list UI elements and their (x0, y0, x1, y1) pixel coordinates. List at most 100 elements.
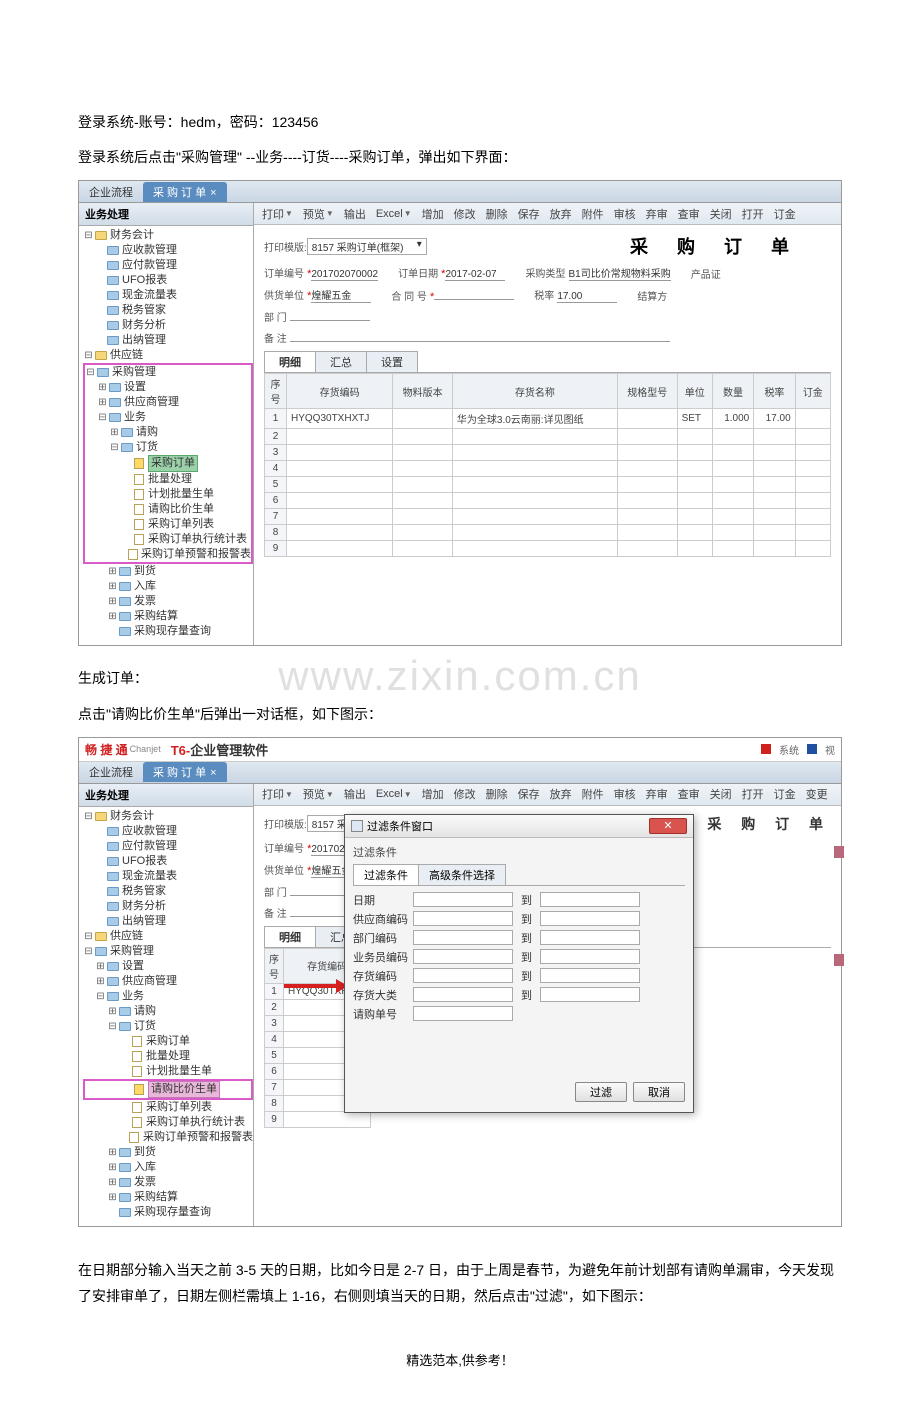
tree-item-供应商管理[interactable]: ⊞供应商管理 (85, 395, 251, 410)
tree-item-财务分析[interactable]: 财务分析 (83, 899, 253, 914)
toolbar-订金[interactable]: 订金 (770, 206, 800, 222)
toolbar-弃审[interactable]: 弃审 (642, 786, 672, 802)
toolbar-审核[interactable]: 审核 (610, 206, 640, 222)
toolbar-附件[interactable]: 附件 (578, 786, 608, 802)
toolbar-关闭[interactable]: 关闭 (706, 206, 736, 222)
toolbar-弃审[interactable]: 弃审 (642, 206, 672, 222)
tree-item-请购[interactable]: ⊞请购 (83, 1004, 253, 1019)
tree-item-采购订单列表[interactable]: 采购订单列表 (83, 1100, 253, 1115)
tree-item-现金流量表[interactable]: 现金流量表 (83, 869, 253, 884)
tree-item-采购订单[interactable]: 采购订单 (83, 1034, 253, 1049)
filter-input-供应商编码-from[interactable] (413, 911, 513, 926)
order-date-value[interactable]: 2017-02-07 (445, 269, 505, 281)
toolbar-删除[interactable]: 删除 (482, 786, 512, 802)
close-icon[interactable]: × (210, 767, 216, 779)
tree-item-请购比价生单[interactable]: 请购比价生单 (85, 502, 251, 517)
tree-item-业务[interactable]: ⊟业务 (83, 989, 253, 1004)
tree-item-订货[interactable]: ⊟订货 (85, 440, 251, 455)
nav-tree-2[interactable]: ⊟财务会计应收款管理应付款管理UFO报表现金流量表税务管家财务分析出纳管理⊟供应… (79, 807, 253, 1226)
print-template-select[interactable]: 8157 采购订单(框架)▾ (307, 238, 427, 255)
toolbar-Excel[interactable]: Excel▼ (372, 788, 416, 800)
contract-value[interactable] (434, 299, 514, 300)
toolbar-输出[interactable]: 输出 (340, 206, 370, 222)
filter-input-业务员编码-to[interactable] (540, 949, 640, 964)
supplier-value[interactable]: 煌耀五金 (311, 287, 371, 303)
toolbar-变更[interactable]: 变更 (802, 786, 832, 802)
tree-item-请购比价生单[interactable]: 请购比价生单 (85, 1081, 251, 1098)
subtab-summary[interactable]: 汇总 (315, 351, 367, 372)
toolbar-预览[interactable]: 预览▼ (299, 786, 338, 802)
order-no-value[interactable]: 201702070002 (311, 269, 378, 281)
toolbar-预览[interactable]: 预览▼ (299, 206, 338, 222)
tree-item-发票[interactable]: ⊞发票 (83, 594, 253, 609)
tree-item-业务[interactable]: ⊟业务 (85, 410, 251, 425)
tree-item-应收款管理[interactable]: 应收款管理 (83, 824, 253, 839)
tree-item-应付款管理[interactable]: 应付款管理 (83, 258, 253, 273)
tree-item-财务分析[interactable]: 财务分析 (83, 318, 253, 333)
tree-item-入库[interactable]: ⊞入库 (83, 1160, 253, 1175)
toolbar-附件[interactable]: 附件 (578, 206, 608, 222)
toolbar-修改[interactable]: 修改 (450, 206, 480, 222)
toolbar-放弃[interactable]: 放弃 (546, 206, 576, 222)
toolbar-保存[interactable]: 保存 (514, 786, 544, 802)
toolbar-Excel[interactable]: Excel▼ (372, 208, 416, 220)
dialog-tab-filter[interactable]: 过滤条件 (353, 864, 419, 885)
tax-value[interactable]: 17.00 (557, 291, 617, 303)
tree-item-应收款管理[interactable]: 应收款管理 (83, 243, 253, 258)
toolbar-放弃[interactable]: 放弃 (546, 786, 576, 802)
tree-item-财务会计[interactable]: ⊟财务会计 (83, 809, 253, 824)
toolbar-删除[interactable]: 删除 (482, 206, 512, 222)
close-icon[interactable]: × (210, 187, 216, 199)
tree-item-UFO报表[interactable]: UFO报表 (83, 854, 253, 869)
tree-item-出纳管理[interactable]: 出纳管理 (83, 914, 253, 929)
tree-item-采购订单预警和报警表[interactable]: 采购订单预警和报警表 (85, 547, 251, 562)
tree-item-到货[interactable]: ⊞到货 (83, 1145, 253, 1160)
dialog-tab-advanced[interactable]: 高级条件选择 (418, 864, 506, 885)
detail-grid[interactable]: 序号存货编码物料版本存货名称规格型号单位数量税率订金1HYQQ30TXHXTJ华… (264, 373, 831, 557)
tab-enterprise-flow-2[interactable]: 企业流程 (79, 762, 143, 782)
tree-item-供应链[interactable]: ⊟供应链 (83, 348, 253, 363)
tree-item-设置[interactable]: ⊞设置 (85, 380, 251, 395)
filter-input-存货编码-to[interactable] (540, 968, 640, 983)
toolbar-打印[interactable]: 打印▼ (258, 786, 297, 802)
tree-item-供应商管理[interactable]: ⊞供应商管理 (83, 974, 253, 989)
tree-item-采购订单预警和报警表[interactable]: 采购订单预警和报警表 (83, 1130, 253, 1145)
toolbar-输出[interactable]: 输出 (340, 786, 370, 802)
filter-button[interactable]: 过滤 (575, 1082, 627, 1102)
tree-item-采购现存量查询[interactable]: 采购现存量查询 (83, 1205, 253, 1220)
nav-tree[interactable]: ⊟财务会计应收款管理应付款管理UFO报表现金流量表税务管家财务分析出纳管理⊟供应… (79, 226, 253, 645)
filter-input-存货编码-from[interactable] (413, 968, 513, 983)
tree-item-采购结算[interactable]: ⊞采购结算 (83, 1190, 253, 1205)
toolbar-打开[interactable]: 打开 (738, 786, 768, 802)
tree-item-财务会计[interactable]: ⊟财务会计 (83, 228, 253, 243)
tree-item-计划批量生单[interactable]: 计划批量生单 (83, 1064, 253, 1079)
tree-item-采购订单执行统计表[interactable]: 采购订单执行统计表 (83, 1115, 253, 1130)
filter-input-日期-to[interactable] (540, 892, 640, 907)
tree-item-采购订单执行统计表[interactable]: 采购订单执行统计表 (85, 532, 251, 547)
filter-input-业务员编码-from[interactable] (413, 949, 513, 964)
toolbar-审核[interactable]: 审核 (610, 786, 640, 802)
dialog-close-button[interactable]: ✕ (649, 818, 687, 834)
toolbar-打开[interactable]: 打开 (738, 206, 768, 222)
tab-enterprise-flow[interactable]: 企业流程 (79, 182, 143, 202)
filter-input-供应商编码-to[interactable] (540, 911, 640, 926)
tree-item-采购订单[interactable]: 采购订单 (85, 455, 251, 472)
tree-item-采购现存量查询[interactable]: 采购现存量查询 (83, 624, 253, 639)
hdr-view[interactable]: 视 (825, 742, 835, 757)
filter-input-存货大类-to[interactable] (540, 987, 640, 1002)
tree-item-计划批量生单[interactable]: 计划批量生单 (85, 487, 251, 502)
tree-item-供应链[interactable]: ⊟供应链 (83, 929, 253, 944)
subtab-detail-2[interactable]: 明细 (264, 926, 316, 947)
tree-item-入库[interactable]: ⊞入库 (83, 579, 253, 594)
filter-input-存货大类-from[interactable] (413, 987, 513, 1002)
tab-purchase-order[interactable]: 采 购 订 单× (143, 182, 227, 202)
toolbar-打印[interactable]: 打印▼ (258, 206, 297, 222)
tree-item-出纳管理[interactable]: 出纳管理 (83, 333, 253, 348)
remark-value[interactable] (290, 341, 670, 342)
toolbar-查审[interactable]: 查审 (674, 206, 704, 222)
tree-item-采购管理[interactable]: ⊟采购管理 (83, 944, 253, 959)
hdr-system[interactable]: 系统 (779, 742, 799, 757)
tree-item-批量处理[interactable]: 批量处理 (85, 472, 251, 487)
toolbar-增加[interactable]: 增加 (418, 206, 448, 222)
tree-item-应付款管理[interactable]: 应付款管理 (83, 839, 253, 854)
